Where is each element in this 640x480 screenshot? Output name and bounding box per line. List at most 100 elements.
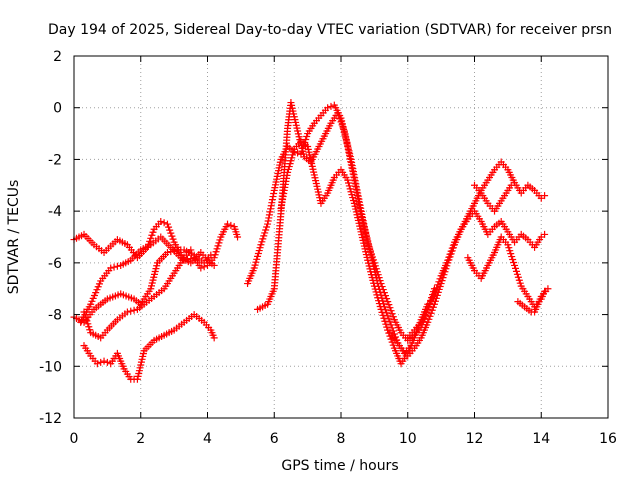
data-point: [514, 273, 522, 281]
data-point: [544, 285, 552, 293]
x-tick-label: 0: [70, 431, 79, 447]
data-point: [261, 229, 269, 237]
data-point: [216, 236, 224, 244]
data-point: [213, 245, 221, 253]
data-point: [147, 234, 155, 242]
plot-frame: [73, 55, 609, 419]
data-point: [166, 226, 174, 234]
data-point: [446, 250, 454, 258]
data-point: [351, 174, 359, 182]
data-point: [187, 246, 195, 254]
data-point: [506, 247, 514, 255]
data-point: [513, 270, 521, 278]
x-tick-label: 12: [466, 431, 484, 447]
data-point: [380, 314, 388, 322]
data-point: [436, 275, 444, 283]
data-point: [160, 219, 168, 227]
x-tick-label: 8: [337, 431, 346, 447]
data-point: [354, 189, 362, 197]
data-point: [389, 313, 397, 321]
data-point: [505, 244, 513, 252]
data-point: [377, 305, 385, 313]
data-point: [435, 278, 443, 286]
data-point: [509, 256, 517, 264]
data-point: [541, 192, 549, 200]
data-point: [268, 196, 276, 204]
data-point: [348, 158, 356, 166]
data-point: [294, 149, 302, 157]
data-point: [378, 308, 386, 316]
data-point: [381, 317, 389, 325]
data-point: [352, 180, 360, 188]
data-point: [424, 318, 432, 326]
y-tick-label: -10: [39, 359, 62, 375]
data-point: [265, 214, 273, 222]
data-point: [383, 323, 391, 331]
data-point: [388, 324, 396, 332]
data-point: [385, 315, 393, 323]
axis-ticks: [73, 55, 609, 419]
data-point: [146, 237, 154, 245]
data-point: [148, 231, 156, 239]
data-point: [510, 258, 518, 266]
data-point: [127, 307, 135, 315]
data-point: [352, 183, 360, 191]
data-point: [349, 165, 357, 173]
data-point: [81, 311, 89, 319]
data-point: [382, 320, 390, 328]
data-point: [433, 284, 441, 292]
data-point: [335, 112, 343, 120]
data-point: [434, 281, 442, 289]
data-point: [107, 264, 115, 272]
data-point: [264, 220, 272, 228]
data-point: [97, 358, 105, 366]
data-point: [351, 177, 359, 185]
data-point: [336, 115, 344, 123]
series-arc-12: [471, 181, 515, 215]
data-point: [210, 334, 218, 342]
data-point: [507, 250, 515, 258]
x-tick-label: 4: [203, 431, 212, 447]
data-point: [270, 190, 278, 198]
x-tick-label: 14: [532, 431, 550, 447]
data-point: [386, 304, 394, 312]
x-tick-label: 16: [599, 431, 617, 447]
data-point: [265, 211, 273, 219]
data-point: [389, 341, 397, 349]
data-point: [82, 314, 90, 322]
data-point: [168, 232, 176, 240]
data-point: [432, 287, 440, 295]
y-tick-label: 0: [53, 101, 62, 117]
data-point: [349, 168, 357, 176]
data-point: [425, 315, 433, 323]
data-point: [447, 247, 455, 255]
data-point: [428, 306, 436, 314]
y-tick-label: -12: [39, 411, 62, 427]
data-point: [354, 192, 362, 200]
data-point: [123, 308, 131, 316]
data-point: [449, 241, 457, 249]
series-arc-3: [77, 233, 218, 326]
data-point: [260, 232, 268, 240]
data-point: [149, 228, 157, 236]
data-point: [385, 301, 393, 309]
data-point: [200, 263, 208, 271]
data-point: [356, 198, 364, 206]
x-tick-label: 10: [399, 431, 417, 447]
data-point: [163, 249, 171, 257]
data-point: [169, 235, 177, 243]
data-point: [384, 298, 392, 306]
data-point: [350, 171, 358, 179]
series-arc-4: [80, 311, 218, 383]
data-point: [430, 290, 438, 298]
data-point: [214, 242, 222, 250]
data-point: [234, 233, 242, 241]
data-point: [389, 327, 397, 335]
data-point: [515, 276, 523, 284]
data-point: [262, 226, 270, 234]
data-point: [512, 267, 520, 275]
data-point: [269, 193, 277, 201]
data-point: [511, 261, 519, 269]
data-point: [83, 317, 91, 325]
